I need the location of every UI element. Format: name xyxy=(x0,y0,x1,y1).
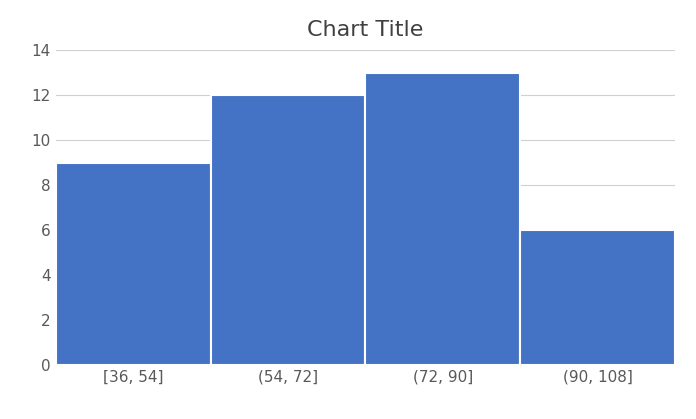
Bar xyxy=(520,230,675,365)
Bar xyxy=(211,95,365,365)
Bar xyxy=(56,163,211,365)
Title: Chart Title: Chart Title xyxy=(307,21,424,40)
Bar xyxy=(365,73,520,365)
